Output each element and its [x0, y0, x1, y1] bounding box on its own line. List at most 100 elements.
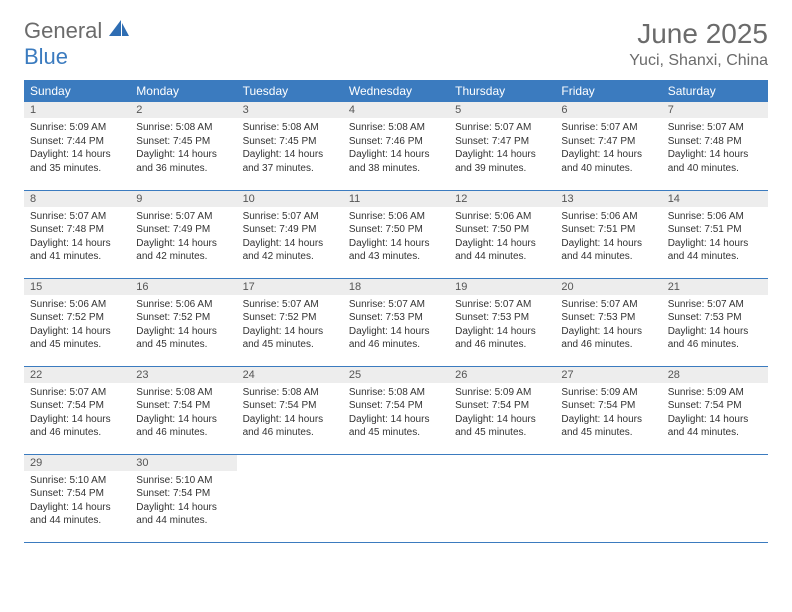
calendar-cell: 21Sunrise: 5:07 AMSunset: 7:53 PMDayligh… — [662, 278, 768, 366]
day-number: 27 — [555, 367, 661, 383]
sunrise-line: Sunrise: 5:06 AM — [136, 298, 230, 312]
day-content: Sunrise: 5:07 AMSunset: 7:49 PMDaylight:… — [130, 207, 236, 268]
daylight-line: Daylight: 14 hours and 44 minutes. — [30, 501, 124, 528]
day-content: Sunrise: 5:09 AMSunset: 7:54 PMDaylight:… — [662, 383, 768, 444]
day-content: Sunrise: 5:07 AMSunset: 7:47 PMDaylight:… — [449, 118, 555, 179]
day-content: Sunrise: 5:06 AMSunset: 7:52 PMDaylight:… — [130, 295, 236, 356]
daylight-line: Daylight: 14 hours and 44 minutes. — [668, 413, 762, 440]
daylight-line: Daylight: 14 hours and 46 minutes. — [561, 325, 655, 352]
sunset-line: Sunset: 7:49 PM — [136, 223, 230, 237]
calendar-cell — [555, 454, 661, 542]
title-block: June 2025 Yuci, Shanxi, China — [629, 18, 768, 70]
day-content: Sunrise: 5:08 AMSunset: 7:45 PMDaylight:… — [130, 118, 236, 179]
day-number: 4 — [343, 102, 449, 118]
calendar-cell: 23Sunrise: 5:08 AMSunset: 7:54 PMDayligh… — [130, 366, 236, 454]
day-content: Sunrise: 5:07 AMSunset: 7:53 PMDaylight:… — [343, 295, 449, 356]
calendar-cell: 6Sunrise: 5:07 AMSunset: 7:47 PMDaylight… — [555, 102, 661, 190]
sunset-line: Sunset: 7:46 PM — [349, 135, 443, 149]
day-number: 21 — [662, 279, 768, 295]
calendar-cell: 28Sunrise: 5:09 AMSunset: 7:54 PMDayligh… — [662, 366, 768, 454]
daylight-line: Daylight: 14 hours and 45 minutes. — [349, 413, 443, 440]
sunset-line: Sunset: 7:54 PM — [30, 399, 124, 413]
sunset-line: Sunset: 7:48 PM — [30, 223, 124, 237]
sunrise-line: Sunrise: 5:06 AM — [561, 210, 655, 224]
daylight-line: Daylight: 14 hours and 38 minutes. — [349, 148, 443, 175]
sunset-line: Sunset: 7:54 PM — [30, 487, 124, 501]
sunset-line: Sunset: 7:53 PM — [455, 311, 549, 325]
sunrise-line: Sunrise: 5:08 AM — [349, 386, 443, 400]
calendar-cell: 7Sunrise: 5:07 AMSunset: 7:48 PMDaylight… — [662, 102, 768, 190]
logo-sail-icon — [109, 20, 129, 36]
sunset-line: Sunset: 7:54 PM — [455, 399, 549, 413]
daylight-line: Daylight: 14 hours and 44 minutes. — [668, 237, 762, 264]
month-title: June 2025 — [629, 18, 768, 50]
calendar-cell: 1Sunrise: 5:09 AMSunset: 7:44 PMDaylight… — [24, 102, 130, 190]
daylight-line: Daylight: 14 hours and 46 minutes. — [668, 325, 762, 352]
calendar-week-row: 15Sunrise: 5:06 AMSunset: 7:52 PMDayligh… — [24, 278, 768, 366]
weekday-wednesday: Wednesday — [343, 80, 449, 102]
day-number: 12 — [449, 191, 555, 207]
sunrise-line: Sunrise: 5:09 AM — [668, 386, 762, 400]
sunrise-line: Sunrise: 5:10 AM — [30, 474, 124, 488]
daylight-line: Daylight: 14 hours and 36 minutes. — [136, 148, 230, 175]
calendar-cell: 4 Sunrise: 5:08 AMSunset: 7:46 PMDaylight… — [343, 102, 449, 190]
daylight-line: Daylight: 14 hours and 39 minutes. — [455, 148, 549, 175]
sunrise-line: Sunrise: 5:07 AM — [30, 210, 124, 224]
sunset-line: Sunset: 7:54 PM — [561, 399, 655, 413]
day-content: Sunrise: 5:06 AMSunset: 7:51 PMDaylight:… — [555, 207, 661, 268]
logo-word2: Blue — [24, 44, 68, 69]
calendar-cell: 3Sunrise: 5:08 AMSunset: 7:45 PMDaylight… — [237, 102, 343, 190]
sunrise-line: Sunrise: 5:07 AM — [561, 121, 655, 135]
sunrise-line: Sunrise: 5:08 AM — [349, 121, 443, 135]
sunrise-line: Sunrise: 5:08 AM — [243, 386, 337, 400]
calendar-cell: 22Sunrise: 5:07 AMSunset: 7:54 PMDayligh… — [24, 366, 130, 454]
sunrise-line: Sunrise: 5:07 AM — [30, 386, 124, 400]
weekday-monday: Monday — [130, 80, 236, 102]
day-content: Sunrise: 5:08 AMSunset: 7:54 PMDaylight:… — [130, 383, 236, 444]
calendar-cell: 25Sunrise: 5:08 AMSunset: 7:54 PMDayligh… — [343, 366, 449, 454]
sunset-line: Sunset: 7:44 PM — [30, 135, 124, 149]
sunrise-line: Sunrise: 5:07 AM — [668, 121, 762, 135]
calendar-cell: 5Sunrise: 5:07 AMSunset: 7:47 PMDaylight… — [449, 102, 555, 190]
weekday-thursday: Thursday — [449, 80, 555, 102]
logo-word1: General — [24, 18, 102, 43]
daylight-line: Daylight: 14 hours and 45 minutes. — [455, 413, 549, 440]
sunrise-line: Sunrise: 5:07 AM — [455, 121, 549, 135]
daylight-line: Daylight: 14 hours and 43 minutes. — [349, 237, 443, 264]
day-number: 8 — [24, 191, 130, 207]
sunset-line: Sunset: 7:45 PM — [136, 135, 230, 149]
calendar-week-row: 29Sunrise: 5:10 AMSunset: 7:54 PMDayligh… — [24, 454, 768, 542]
location-text: Yuci, Shanxi, China — [629, 52, 768, 70]
calendar-cell: 15Sunrise: 5:06 AMSunset: 7:52 PMDayligh… — [24, 278, 130, 366]
daylight-line: Daylight: 14 hours and 46 minutes. — [30, 413, 124, 440]
day-number: 5 — [449, 102, 555, 118]
daylight-line: Daylight: 14 hours and 40 minutes. — [561, 148, 655, 175]
day-number: 30 — [130, 455, 236, 471]
calendar-cell: 26Sunrise: 5:09 AMSunset: 7:54 PMDayligh… — [449, 366, 555, 454]
calendar-cell — [237, 454, 343, 542]
calendar-cell — [343, 454, 449, 542]
day-content: Sunrise: 5:07 AMSunset: 7:54 PMDaylight:… — [24, 383, 130, 444]
sunset-line: Sunset: 7:53 PM — [561, 311, 655, 325]
daylight-line: Daylight: 14 hours and 45 minutes. — [136, 325, 230, 352]
sunset-line: Sunset: 7:48 PM — [668, 135, 762, 149]
daylight-line: Daylight: 14 hours and 46 minutes. — [349, 325, 443, 352]
day-content: Sunrise: 5:07 AMSunset: 7:48 PMDaylight:… — [662, 118, 768, 179]
day-content: Sunrise: 5:09 AMSunset: 7:44 PMDaylight:… — [24, 118, 130, 179]
day-number: 14 — [662, 191, 768, 207]
day-content: Sunrise: 5:06 AMSunset: 7:50 PMDaylight:… — [343, 207, 449, 268]
day-number: 2 — [130, 102, 236, 118]
weekday-header-row: Sunday Monday Tuesday Wednesday Thursday… — [24, 80, 768, 102]
calendar-cell: 20Sunrise: 5:07 AMSunset: 7:53 PMDayligh… — [555, 278, 661, 366]
sunrise-line: Sunrise: 5:09 AM — [30, 121, 124, 135]
day-content: Sunrise: 5:07 AMSunset: 7:53 PMDaylight:… — [449, 295, 555, 356]
day-number: 15 — [24, 279, 130, 295]
calendar-cell: 29Sunrise: 5:10 AMSunset: 7:54 PMDayligh… — [24, 454, 130, 542]
day-number: 11 — [343, 191, 449, 207]
day-number: 16 — [130, 279, 236, 295]
sunset-line: Sunset: 7:47 PM — [455, 135, 549, 149]
sunrise-line: Sunrise: 5:06 AM — [30, 298, 124, 312]
weekday-tuesday: Tuesday — [237, 80, 343, 102]
day-content: Sunrise: 5:07 AMSunset: 7:53 PMDaylight:… — [662, 295, 768, 356]
day-content: Sunrise: 5:09 AMSunset: 7:54 PMDaylight:… — [449, 383, 555, 444]
